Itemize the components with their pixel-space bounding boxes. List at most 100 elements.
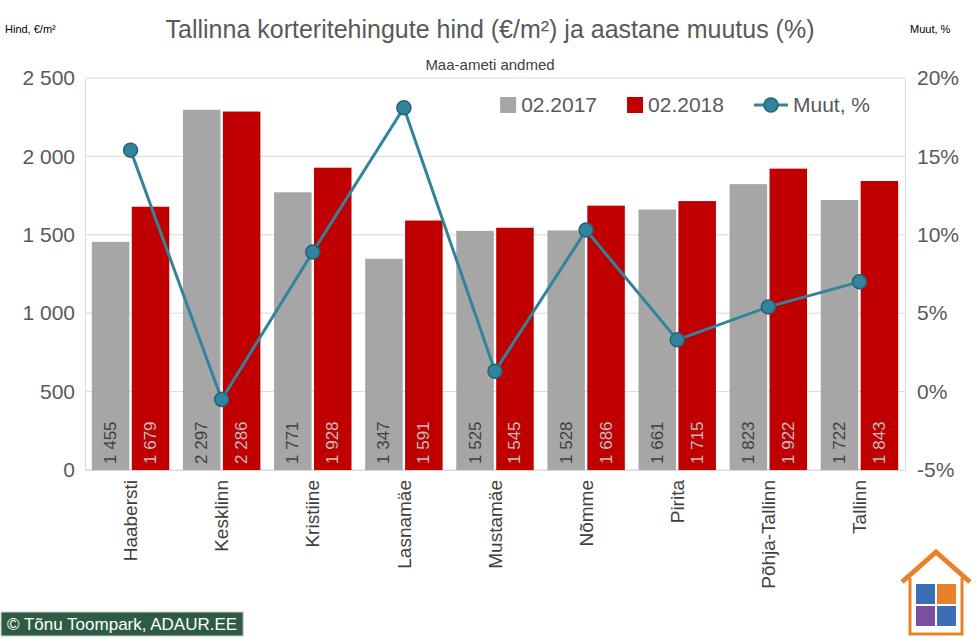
data-label: 1 823 bbox=[739, 421, 758, 464]
tick: Nõmme bbox=[576, 470, 597, 547]
tick: Lasnamäe bbox=[394, 470, 415, 569]
tick-label: 15% bbox=[917, 145, 959, 168]
subtitle: Maa-ameti andmed bbox=[425, 56, 554, 73]
tick: 0 bbox=[63, 458, 85, 481]
bar bbox=[821, 200, 859, 470]
tick-label: 2 500 bbox=[22, 66, 75, 89]
tick-label: Pirita bbox=[667, 480, 688, 524]
tick-label: Kesklinn bbox=[211, 480, 232, 552]
tick-label: Kristiine bbox=[302, 480, 323, 548]
tick-label: Põhja-Tallinn bbox=[758, 480, 779, 589]
legend-item: 02.2018 bbox=[627, 93, 724, 116]
legend-label: 02.2018 bbox=[648, 93, 724, 116]
data-label: 1 843 bbox=[870, 421, 889, 464]
tick-label: 2 000 bbox=[22, 145, 75, 168]
chart-container: 1 455 2 297 1 771 1 347 1 525 1 528 1 661 1 823… bbox=[0, 0, 977, 638]
logo bbox=[902, 552, 970, 634]
tick: 1 000 bbox=[22, 301, 85, 324]
marker bbox=[397, 101, 411, 115]
bar bbox=[405, 221, 443, 470]
tick: 2 000 bbox=[22, 145, 85, 168]
bar bbox=[92, 242, 130, 470]
logo-roof bbox=[902, 552, 970, 582]
data-labels: 1 455 2 297 1 771 1 347 1 525 1 528 1 661 1 823… bbox=[101, 421, 889, 464]
line bbox=[131, 108, 860, 400]
credit-box bbox=[1, 612, 243, 636]
tick: Pirita bbox=[667, 470, 688, 523]
bar bbox=[132, 207, 170, 470]
bar bbox=[678, 201, 716, 470]
legend-swatch bbox=[500, 97, 516, 113]
axis-line bbox=[86, 470, 906, 471]
tick-label: 0% bbox=[917, 380, 947, 403]
data-label: 1 525 bbox=[466, 421, 485, 464]
tick-label: Tallinn bbox=[849, 480, 870, 534]
data-label: 1 922 bbox=[779, 421, 798, 464]
marker bbox=[852, 275, 866, 289]
data-label: 1 545 bbox=[505, 421, 524, 464]
bar bbox=[730, 184, 768, 470]
tick: 5% bbox=[905, 301, 947, 324]
bar-series bbox=[92, 110, 858, 470]
bar bbox=[861, 181, 899, 470]
tick: Haabersti bbox=[120, 470, 141, 561]
data-label: 1 715 bbox=[688, 421, 707, 464]
legend-swatch bbox=[627, 97, 643, 113]
y-axis-title: Hind, €/m² bbox=[5, 23, 56, 35]
tick: 15% bbox=[905, 145, 959, 168]
tick: -5% bbox=[905, 458, 954, 481]
tick-label: 500 bbox=[40, 380, 75, 403]
data-label: 1 528 bbox=[557, 421, 576, 464]
data-label: 1 347 bbox=[374, 421, 393, 464]
legend-label: Muut, % bbox=[793, 93, 870, 116]
data-label: 2 286 bbox=[232, 421, 251, 464]
tick: Mustamäe bbox=[485, 470, 506, 569]
bar bbox=[496, 228, 534, 470]
tick-label: 10% bbox=[917, 223, 959, 246]
bar bbox=[365, 259, 403, 470]
bar bbox=[314, 168, 352, 470]
marker bbox=[306, 245, 320, 259]
data-label: 1 722 bbox=[830, 421, 849, 464]
y-axis: 0 500 1 000 1 500 2 000 2 500 bbox=[22, 66, 85, 481]
legend-marker bbox=[764, 98, 778, 112]
data-label: 1 455 bbox=[101, 421, 120, 464]
bar bbox=[274, 192, 312, 470]
bar-series bbox=[132, 112, 898, 470]
legend-item: 02.2017 bbox=[500, 93, 597, 116]
marker bbox=[215, 392, 229, 406]
tick-label: Lasnamäe bbox=[394, 480, 415, 569]
marker bbox=[670, 333, 684, 347]
tick: 500 bbox=[40, 380, 85, 403]
tick: Põhja-Tallinn bbox=[758, 470, 779, 589]
grid bbox=[85, 78, 905, 470]
marker bbox=[579, 223, 593, 237]
title: Tallinna korteritehingute hind (€/m²) ja… bbox=[166, 15, 815, 43]
data-label: 1 591 bbox=[414, 421, 433, 464]
logo-piece bbox=[916, 606, 935, 626]
credit: © Tõnu Toompark, ADAUR.EE bbox=[1, 612, 243, 636]
tick-label: Mustamäe bbox=[485, 480, 506, 569]
tick-label: 0 bbox=[63, 458, 75, 481]
plot-area bbox=[92, 101, 898, 470]
tick: Kristiine bbox=[302, 470, 323, 548]
bar bbox=[547, 230, 585, 470]
data-label: 1 928 bbox=[323, 421, 342, 464]
tick: 10% bbox=[905, 223, 959, 246]
marker bbox=[488, 364, 502, 378]
y2-axis-title: Muut, % bbox=[910, 23, 951, 35]
tick: 1 500 bbox=[22, 223, 85, 246]
bar bbox=[183, 110, 221, 470]
tick-label: Nõmme bbox=[576, 480, 597, 547]
tick: 20% bbox=[905, 66, 959, 89]
legend-item: Muut, % bbox=[754, 93, 870, 116]
data-label: 2 297 bbox=[192, 421, 211, 464]
chart-svg: 1 455 2 297 1 771 1 347 1 525 1 528 1 661 1 823… bbox=[0, 0, 977, 638]
tick-label: -5% bbox=[917, 458, 954, 481]
y2-axis: -5% 0% 5% 10% 15% 20% bbox=[905, 66, 959, 481]
data-label: 1 686 bbox=[597, 421, 616, 464]
data-label: 1 771 bbox=[283, 421, 302, 464]
tick: Tallinn bbox=[849, 470, 870, 534]
data-label: 1 661 bbox=[648, 421, 667, 464]
axis-line bbox=[905, 79, 906, 471]
